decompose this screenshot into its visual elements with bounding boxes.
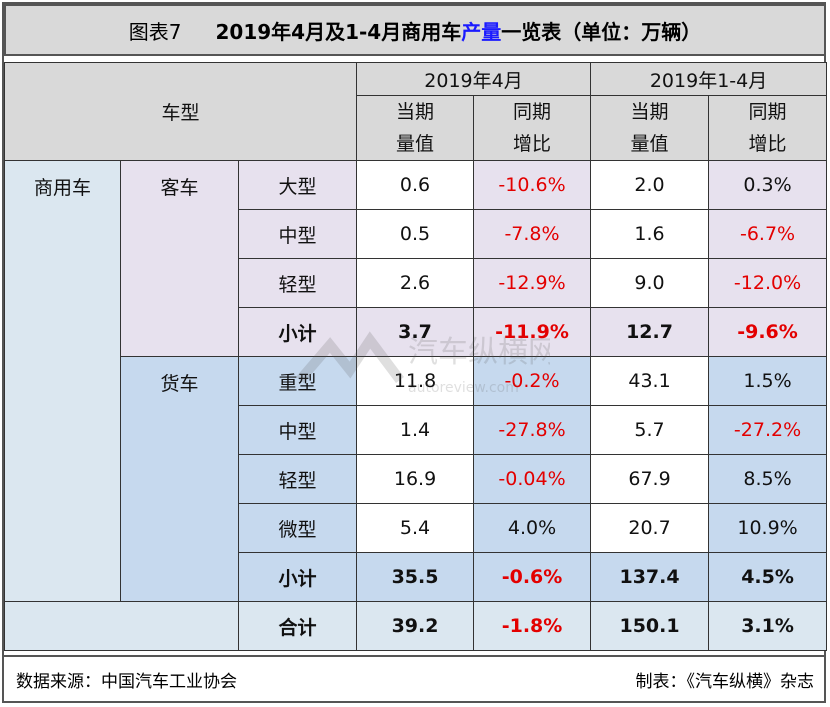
ytd-volume-cell: 5.7	[590, 405, 710, 455]
ytd-yoy-cell: 0.3%	[708, 160, 828, 210]
made-by: 制表：《汽车纵横》杂志	[635, 671, 815, 692]
month-volume-cell: 16.9	[356, 454, 475, 504]
subtotal-row: 小计 3.7 -11.9% 12.7 -9.6%	[5, 307, 828, 357]
ytd-yoy-cell: -12.0%	[708, 258, 828, 308]
ytd-yoy-cell: 4.5%	[708, 552, 828, 602]
period-month-header: 2019年4月	[356, 62, 592, 96]
col-month-yoy: 同期 增比	[473, 95, 592, 161]
footer: 数据来源：中国汽车工业协会 制表：《汽车纵横》杂志	[4, 655, 826, 701]
table-row: 微型 5.4 4.0% 20.7 10.9%	[5, 503, 828, 553]
group-cell: 货车	[120, 356, 239, 602]
period-ytd-header: 2019年1-4月	[590, 62, 828, 96]
category-cell: 商用车	[4, 160, 121, 602]
month-volume-cell: 2.6	[356, 258, 475, 308]
month-yoy-cell: -7.8%	[473, 209, 592, 259]
ytd-yoy-cell: -27.2%	[708, 405, 828, 455]
title-text-after: 一览表（单位：万辆）	[501, 19, 702, 44]
total-spacer	[4, 601, 239, 651]
col-ytd-yoy: 同期 增比	[708, 95, 828, 161]
col-ytd-volume: 当期 量值	[590, 95, 710, 161]
production-table: 车型 2019年4月 2019年1-4月 当期 量值 同期 增比 当期 量值 同…	[3, 62, 828, 651]
table-row: 轻型 2.6 -12.9% 9.0 -12.0%	[5, 258, 828, 308]
type-cell: 轻型	[237, 454, 358, 504]
ytd-volume-cell: 20.7	[590, 503, 710, 553]
month-yoy-cell: -0.6%	[473, 552, 592, 602]
type-cell: 轻型	[237, 258, 358, 308]
table-body: 商用车 客车 大型 0.6 -10.6% 2.0 0.3% 中型 0.5 -7.8% 1.6 -6.7…	[4, 160, 828, 651]
type-cell: 中型	[237, 405, 358, 455]
type-cell: 中型	[237, 209, 358, 259]
ytd-yoy-cell: 1.5%	[708, 356, 828, 406]
month-yoy-cell: -27.8%	[473, 405, 592, 455]
ytd-volume-cell: 67.9	[590, 454, 710, 504]
total-label: 合计	[237, 601, 358, 651]
total-ytd-volume: 150.1	[590, 601, 710, 651]
month-yoy-cell: -11.9%	[473, 307, 592, 357]
month-yoy-cell: -0.2%	[473, 356, 592, 406]
type-cell: 大型	[237, 160, 358, 210]
type-cell: 微型	[237, 503, 358, 553]
ytd-volume-cell: 137.4	[590, 552, 710, 602]
subtotal-label: 小计	[237, 552, 358, 602]
total-ytd-yoy: 3.1%	[708, 601, 828, 651]
ytd-yoy-cell: 10.9%	[708, 503, 828, 553]
title-bar: 图表7 2019年4月及1-4月商用车 产量 一览表（单位：万辆）	[4, 4, 826, 56]
table-row: 商用车 客车 大型 0.6 -10.6% 2.0 0.3%	[4, 160, 828, 602]
ytd-volume-cell: 2.0	[590, 160, 710, 210]
month-volume-cell: 1.4	[356, 405, 475, 455]
ytd-volume-cell: 1.6	[590, 209, 710, 259]
month-volume-cell: 11.8	[356, 356, 475, 406]
figure-label: 图表7	[128, 19, 182, 44]
month-yoy-cell: -10.6%	[473, 160, 592, 210]
month-volume-cell: 0.5	[356, 209, 475, 259]
table-row: 中型 1.4 -27.8% 5.7 -27.2%	[5, 405, 828, 455]
ytd-yoy-cell: 8.5%	[708, 454, 828, 504]
title-text-before: 2019年4月及1-4月商用车	[215, 19, 462, 44]
title-highlight: 产量	[461, 19, 502, 44]
month-volume-cell: 3.7	[356, 307, 475, 357]
month-yoy-cell: -12.9%	[473, 258, 592, 308]
total-month-yoy: -1.8%	[473, 601, 592, 651]
subtotal-label: 小计	[237, 307, 358, 357]
table-row: 中型 0.5 -7.8% 1.6 -6.7%	[5, 209, 828, 259]
col-month-volume: 当期 量值	[356, 95, 475, 161]
ytd-yoy-cell: -6.7%	[708, 209, 828, 259]
total-month-volume: 39.2	[356, 601, 475, 651]
vehicle-type-header: 车型	[3, 62, 358, 161]
total-row: 合计 39.2 -1.8% 150.1 3.1%	[4, 601, 828, 651]
month-volume-cell: 35.5	[356, 552, 475, 602]
ytd-volume-cell: 12.7	[590, 307, 710, 357]
month-yoy-cell: -0.04%	[473, 454, 592, 504]
group-cell: 客车	[120, 160, 239, 357]
month-volume-cell: 5.4	[356, 503, 475, 553]
ytd-volume-cell: 9.0	[590, 258, 710, 308]
type-cell: 重型	[237, 356, 358, 406]
month-yoy-cell: 4.0%	[473, 503, 592, 553]
ytd-volume-cell: 43.1	[590, 356, 710, 406]
data-source: 数据来源：中国汽车工业协会	[16, 671, 237, 692]
ytd-yoy-cell: -9.6%	[708, 307, 828, 357]
table-row: 货车 重型 11.8 -0.2% 43.1 1.5%	[5, 356, 828, 602]
table-row: 轻型 16.9 -0.04% 67.9 8.5%	[5, 454, 828, 504]
subtotal-row: 小计 35.5 -0.6% 137.4 4.5%	[5, 552, 828, 602]
month-volume-cell: 0.6	[356, 160, 475, 210]
